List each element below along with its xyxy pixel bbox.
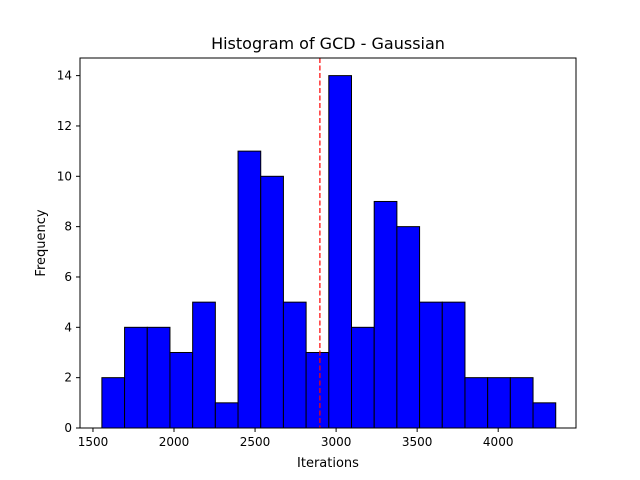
histogram-bar-16 [441, 301, 466, 429]
y-axis-label: Frequency [34, 209, 49, 276]
y-axis-ticks: 0 2 4 6 8 10 12 14 [57, 69, 80, 435]
x-tick-label: 4000 [483, 435, 514, 449]
histogram-bar-13 [373, 200, 398, 429]
histogram-bar-10 [305, 351, 330, 429]
histogram-bar-8 [260, 175, 284, 429]
histogram-bar-20 [532, 402, 557, 429]
histogram-bar-3 [146, 326, 171, 429]
histogram-bar-15 [419, 301, 443, 429]
y-tick-label: 10 [57, 169, 72, 183]
y-tick-label: 14 [57, 69, 72, 83]
histogram-bar-11 [328, 75, 353, 429]
histogram-bar-7 [237, 150, 262, 429]
y-tick-label: 8 [64, 220, 72, 234]
histogram-bar-19 [509, 377, 534, 429]
y-tick-label: 0 [64, 421, 72, 435]
y-tick-label: 4 [64, 320, 72, 334]
histogram-bars [101, 75, 557, 429]
histogram-bar-6 [214, 402, 239, 429]
histogram-bar-9 [282, 301, 307, 429]
histogram-bar-14 [396, 226, 421, 429]
y-tick-label: 2 [64, 371, 72, 385]
y-tick-label: 6 [64, 270, 72, 284]
x-tick-label: 3500 [402, 435, 433, 449]
histogram-bar-18 [487, 377, 511, 429]
histogram-bar-5 [192, 301, 216, 429]
plot-frame [79, 57, 577, 429]
x-tick-label: 3000 [321, 435, 352, 449]
histogram-bar-4 [169, 351, 194, 429]
histogram-bar-17 [464, 377, 489, 429]
histogram-bar-12 [351, 326, 375, 429]
x-axis-ticks: 1500 2000 2500 3000 3500 4000 [78, 428, 514, 449]
histogram-bar-2 [124, 326, 148, 429]
histogram-bar-1 [101, 377, 126, 429]
x-axis-label: Iterations [297, 456, 359, 471]
x-tick-label: 2500 [240, 435, 271, 449]
chart-title: Histogram of GCD - Gaussian [211, 34, 445, 53]
x-tick-label: 1500 [78, 435, 109, 449]
x-tick-label: 2000 [159, 435, 190, 449]
y-tick-label: 12 [57, 119, 72, 133]
